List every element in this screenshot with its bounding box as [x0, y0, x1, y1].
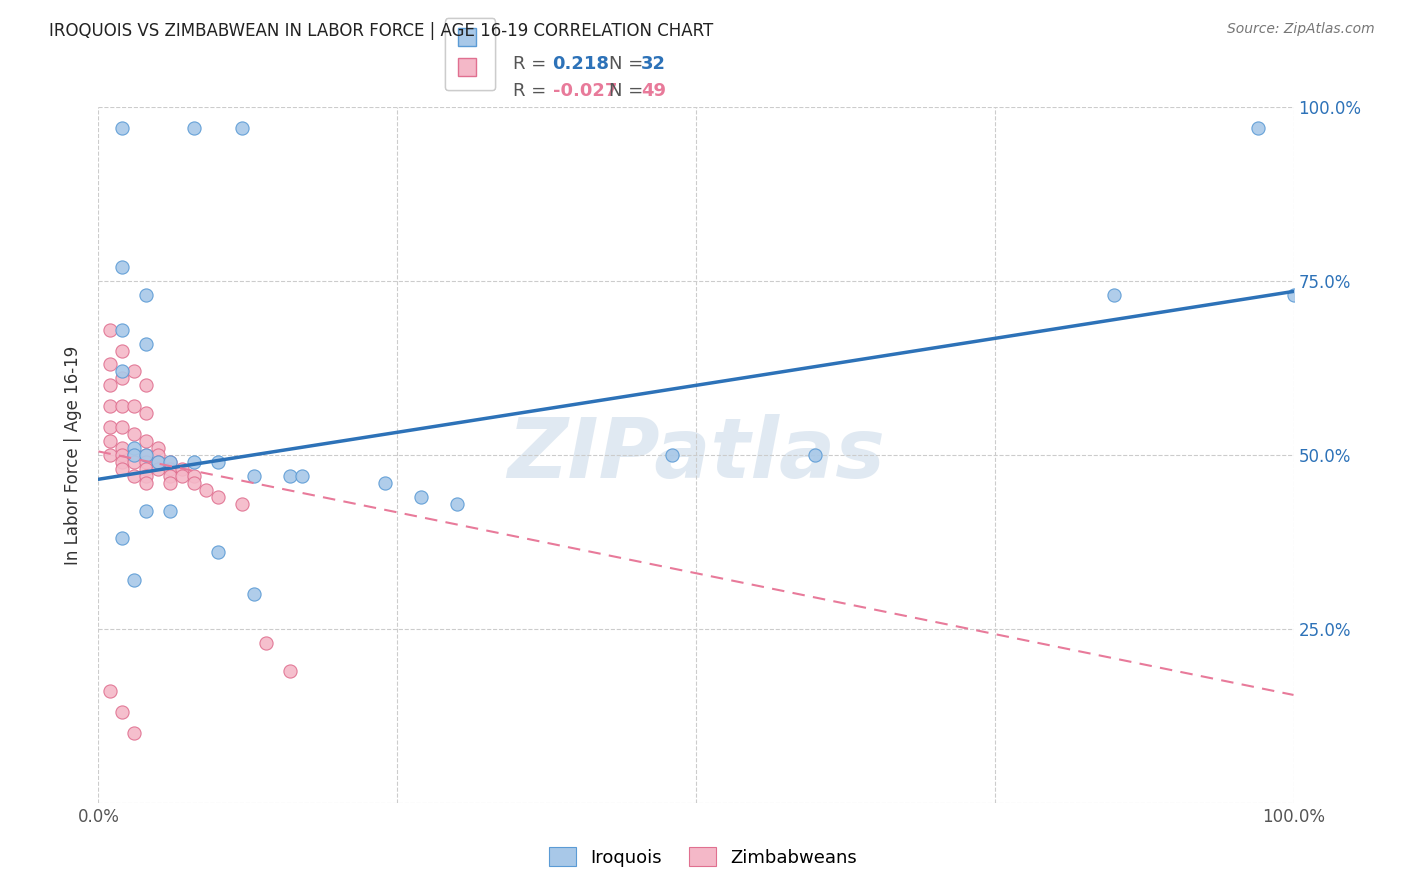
Point [135, 406, 157, 420]
Point [135, 455, 157, 469]
Point [111, 420, 134, 434]
Point [135, 448, 157, 462]
Point [172, 462, 194, 476]
Point [278, 664, 301, 678]
Point [207, 490, 229, 504]
Point [159, 455, 181, 469]
Point [98, 434, 122, 448]
Point [124, 427, 146, 442]
Text: ZIPatlas: ZIPatlas [508, 415, 884, 495]
Point [148, 455, 170, 469]
Point [159, 462, 181, 476]
Point [374, 475, 396, 490]
Point [661, 448, 683, 462]
Point [135, 336, 157, 351]
Text: 49: 49 [641, 82, 666, 100]
Point [124, 726, 146, 740]
Point [231, 120, 253, 135]
Point [135, 434, 157, 448]
Point [124, 468, 146, 483]
Point [207, 455, 229, 469]
Point [135, 288, 157, 302]
Point [111, 706, 134, 720]
Point [111, 323, 134, 337]
Point [148, 462, 170, 476]
Point [111, 441, 134, 455]
Point [124, 448, 146, 462]
Point [111, 462, 134, 476]
Point [291, 468, 314, 483]
Point [135, 475, 157, 490]
Point [111, 343, 134, 358]
Point [135, 462, 157, 476]
Text: R =: R = [513, 55, 547, 73]
Point [231, 497, 253, 511]
Point [411, 490, 433, 504]
Point [148, 455, 170, 469]
Text: IROQUOIS VS ZIMBABWEAN IN LABOR FORCE | AGE 16-19 CORRELATION CHART: IROQUOIS VS ZIMBABWEAN IN LABOR FORCE | … [49, 22, 713, 40]
Text: 0.218: 0.218 [553, 55, 610, 73]
Text: N =: N = [609, 82, 643, 100]
Point [98, 323, 122, 337]
Point [1104, 288, 1126, 302]
Point [124, 441, 146, 455]
Point [195, 483, 218, 497]
Point [98, 420, 122, 434]
Legend: , : , [444, 18, 495, 90]
Point [135, 503, 157, 517]
Point [159, 468, 181, 483]
Text: N =: N = [609, 55, 643, 73]
Point [124, 573, 146, 587]
Point [135, 468, 157, 483]
Point [172, 468, 194, 483]
Point [135, 378, 157, 392]
Point [159, 503, 181, 517]
Point [148, 441, 170, 455]
Point [111, 399, 134, 413]
Point [124, 364, 146, 378]
Point [278, 468, 301, 483]
Text: -0.027: -0.027 [553, 82, 617, 100]
Point [111, 455, 134, 469]
Point [111, 364, 134, 378]
Point [98, 448, 122, 462]
Point [124, 399, 146, 413]
Point [1282, 288, 1305, 302]
Point [98, 358, 122, 372]
Point [124, 448, 146, 462]
Point [804, 448, 827, 462]
Point [183, 475, 205, 490]
Point [111, 260, 134, 274]
Point [183, 120, 205, 135]
Text: Source: ZipAtlas.com: Source: ZipAtlas.com [1227, 22, 1375, 37]
Point [183, 455, 205, 469]
Point [243, 468, 266, 483]
Text: 32: 32 [641, 55, 666, 73]
Point [446, 497, 468, 511]
Point [254, 636, 277, 650]
Text: R =: R = [513, 82, 547, 100]
Point [159, 455, 181, 469]
Point [111, 532, 134, 546]
Point [111, 448, 134, 462]
Point [98, 378, 122, 392]
Point [111, 120, 134, 135]
Point [98, 684, 122, 698]
Point [243, 587, 266, 601]
Legend: Iroquois, Zimbabweans: Iroquois, Zimbabweans [541, 840, 865, 874]
Point [98, 399, 122, 413]
Point [124, 455, 146, 469]
Y-axis label: In Labor Force | Age 16-19: In Labor Force | Age 16-19 [65, 345, 83, 565]
Point [207, 545, 229, 559]
Point [135, 448, 157, 462]
Point [1247, 120, 1270, 135]
Point [111, 371, 134, 385]
Point [148, 448, 170, 462]
Point [183, 468, 205, 483]
Point [159, 475, 181, 490]
